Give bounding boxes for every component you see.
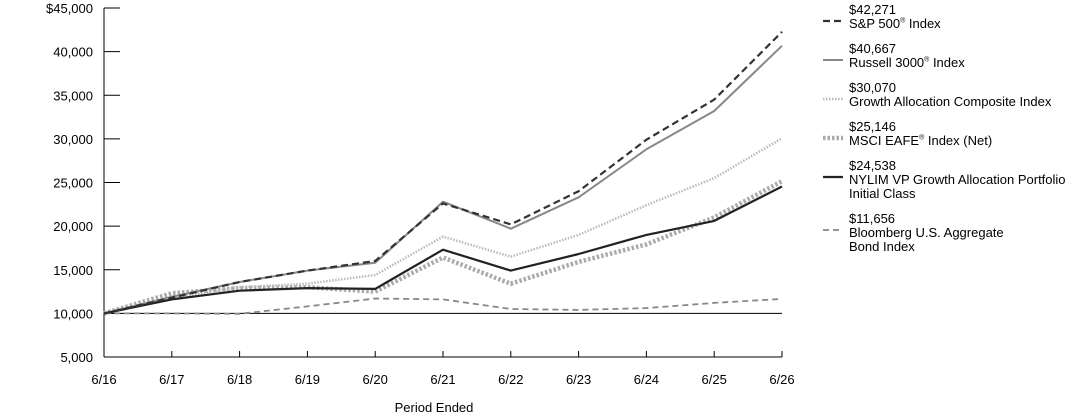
y-tick-label: 10,000 bbox=[53, 306, 93, 321]
registered-mark: ® bbox=[919, 134, 925, 142]
x-tick-label: 6/25 bbox=[702, 372, 727, 387]
legend-end-value: $42,271 bbox=[849, 2, 896, 17]
legend-item: $42,271 S&P 500® Index bbox=[822, 3, 1092, 31]
legend-end-value: $25,146 bbox=[849, 119, 896, 134]
y-tick-label: $45,000 bbox=[46, 1, 93, 16]
y-tick-label: 15,000 bbox=[53, 263, 93, 278]
y-tick-label: 35,000 bbox=[53, 88, 93, 103]
legend-series-name: Growth Allocation Composite Index bbox=[849, 95, 1092, 109]
legend-end-value: $30,070 bbox=[849, 80, 896, 95]
x-tick-label: 6/22 bbox=[498, 372, 523, 387]
y-tick-label: 25,000 bbox=[53, 176, 93, 191]
x-ticks: 6/16 6/17 6/18 6/19 6/20 6/21 6/22 6/23 6/24 6/25… bbox=[91, 351, 795, 387]
series-line-5 bbox=[104, 297, 783, 315]
legend-item: $24,538 NYLIM VP Growth Allocation Portfo… bbox=[822, 159, 1092, 201]
chart-legend: $42,271 S&P 500® Index $40,667 Russell 3000… bbox=[822, 3, 1092, 265]
legend-series-name-suffix: Index bbox=[929, 55, 965, 70]
legend-series-name: S&P 500® Index bbox=[849, 17, 1092, 31]
x-tick-label: 6/24 bbox=[634, 372, 659, 387]
x-tick-label: 6/26 bbox=[769, 372, 794, 387]
legend-item: $30,070 Growth Allocation Composite Index bbox=[822, 81, 1092, 109]
x-tick-label: 6/16 bbox=[91, 372, 116, 387]
legend-end-value: $24,538 bbox=[849, 158, 896, 173]
legend-series-name-main: S&P 500 bbox=[849, 16, 901, 31]
legend-swatch bbox=[823, 135, 843, 141]
legend-item: $25,146 MSCI EAFE® Index (Net) bbox=[822, 120, 1092, 148]
legend-series-name-suffix: Index bbox=[905, 16, 941, 31]
x-tick-label: 6/21 bbox=[430, 372, 455, 387]
legend-swatch bbox=[823, 175, 843, 179]
registered-mark: ® bbox=[900, 17, 906, 25]
legend-series-name-main: NYLIM VP Growth Allocation Portfolio Ini… bbox=[849, 172, 1066, 201]
legend-series-name-main: Bloomberg U.S. Aggregate Bond Index bbox=[849, 225, 1004, 254]
legend-swatch bbox=[823, 19, 843, 23]
legend-series-name: Russell 3000® Index bbox=[849, 56, 1092, 70]
x-tick-label: 6/23 bbox=[566, 372, 591, 387]
legend-item: $11,656 Bloomberg U.S. Aggregate Bond Ind… bbox=[822, 212, 1092, 254]
x-tick-label: 6/18 bbox=[227, 372, 252, 387]
legend-series-name-main: Russell 3000 bbox=[849, 55, 925, 70]
legend-series-name: NYLIM VP Growth Allocation Portfolio Ini… bbox=[849, 173, 1092, 201]
legend-series-name-main: MSCI EAFE bbox=[849, 133, 920, 148]
line-chart: 5,000 10,000 15,000 20,000 25,000 30,000 35,00… bbox=[46, 1, 795, 415]
legend-series-name-suffix: Index (Net) bbox=[924, 133, 993, 148]
legend-series-name: MSCI EAFE® Index (Net) bbox=[849, 134, 1092, 148]
x-tick-label: 6/20 bbox=[363, 372, 388, 387]
registered-mark: ® bbox=[924, 56, 930, 64]
legend-series-name-main: Growth Allocation Composite Index bbox=[849, 94, 1052, 109]
series-line-2 bbox=[103, 137, 783, 315]
x-axis-label: Period Ended bbox=[395, 400, 474, 415]
series-line-4 bbox=[103, 185, 783, 315]
legend-series-name: Bloomberg U.S. Aggregate Bond Index bbox=[849, 226, 1092, 254]
legend-swatch bbox=[823, 229, 843, 231]
y-ticks: 5,000 10,000 15,000 20,000 25,000 30,000 35,00… bbox=[46, 1, 120, 365]
legend-swatch bbox=[823, 97, 843, 101]
x-tick-label: 6/19 bbox=[295, 372, 320, 387]
series-line-0 bbox=[103, 31, 783, 315]
series-line-1 bbox=[103, 45, 783, 315]
y-tick-label: 20,000 bbox=[53, 219, 93, 234]
y-tick-label: 5,000 bbox=[60, 350, 93, 365]
legend-end-value: $40,667 bbox=[849, 41, 896, 56]
legend-swatch bbox=[823, 59, 843, 61]
legend-end-value: $11,656 bbox=[849, 211, 896, 226]
y-tick-label: 30,000 bbox=[53, 132, 93, 147]
y-tick-label: 40,000 bbox=[53, 45, 93, 60]
series-lines bbox=[103, 31, 784, 316]
legend-item: $40,667 Russell 3000® Index bbox=[822, 42, 1092, 70]
x-tick-label: 6/17 bbox=[159, 372, 184, 387]
